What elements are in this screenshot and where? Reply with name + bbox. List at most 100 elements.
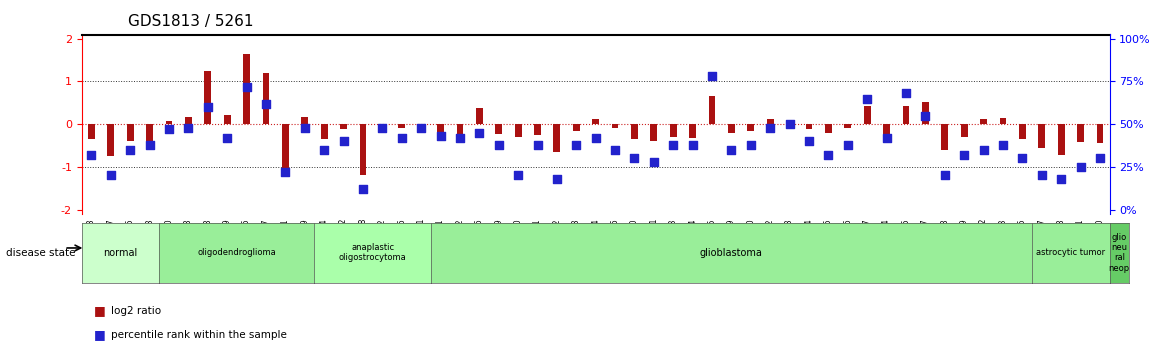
Point	[257, 101, 276, 107]
Point	[237, 84, 256, 89]
Bar	[378, 124, 385, 128]
Point	[974, 147, 993, 152]
Point	[800, 139, 819, 144]
Bar	[127, 124, 133, 141]
Point	[625, 156, 644, 161]
Bar	[475, 108, 482, 124]
Text: glio
neu
ral
neop: glio neu ral neop	[1108, 233, 1129, 273]
Point	[722, 147, 741, 152]
Bar	[1000, 118, 1007, 124]
Bar	[495, 124, 502, 134]
Bar	[980, 119, 987, 124]
Point	[586, 135, 605, 141]
Point	[160, 127, 179, 132]
Bar	[243, 54, 250, 124]
Point	[1091, 156, 1110, 161]
Bar	[592, 119, 599, 124]
Text: ■: ■	[93, 304, 105, 317]
Point	[760, 125, 779, 130]
Point	[857, 96, 876, 101]
Bar	[806, 124, 813, 129]
Bar	[398, 124, 405, 128]
Point	[451, 135, 470, 141]
Bar	[572, 124, 579, 131]
Text: disease state: disease state	[6, 248, 76, 258]
Bar	[224, 115, 230, 124]
Point	[645, 159, 663, 165]
Point	[1071, 164, 1090, 170]
Point	[489, 142, 508, 147]
Bar	[786, 121, 793, 124]
Bar	[515, 124, 521, 137]
Bar	[1038, 124, 1045, 148]
Point	[334, 139, 353, 144]
Bar	[825, 124, 832, 133]
Bar	[689, 124, 696, 138]
Point	[994, 142, 1013, 147]
Text: ■: ■	[93, 328, 105, 341]
Bar	[883, 124, 890, 135]
Point	[431, 134, 450, 139]
Bar	[321, 124, 327, 139]
Point	[916, 113, 934, 118]
Point	[140, 142, 159, 147]
Text: astrocytic tumor: astrocytic tumor	[1036, 248, 1105, 257]
Bar	[263, 73, 270, 124]
Point	[1033, 173, 1051, 178]
Point	[1013, 156, 1031, 161]
Point	[276, 169, 294, 175]
Point	[839, 142, 857, 147]
Bar	[146, 124, 153, 148]
Point	[683, 142, 702, 147]
Point	[354, 186, 373, 192]
Point	[412, 125, 431, 130]
Bar	[360, 124, 367, 176]
Point	[877, 135, 896, 141]
Bar	[88, 124, 95, 139]
Bar	[961, 124, 967, 137]
Point	[470, 130, 488, 136]
Point	[102, 173, 120, 178]
Bar	[767, 119, 773, 124]
Bar	[612, 124, 619, 128]
Bar	[107, 124, 114, 156]
Bar	[631, 124, 638, 139]
Text: oligodendroglioma: oligodendroglioma	[197, 248, 277, 257]
Point	[566, 142, 585, 147]
Bar	[1097, 124, 1104, 144]
Point	[606, 147, 625, 152]
Bar	[437, 124, 444, 141]
Bar	[670, 124, 676, 137]
Bar	[1058, 124, 1064, 155]
Point	[199, 104, 217, 110]
Point	[936, 173, 954, 178]
Bar	[554, 124, 561, 152]
Point	[1051, 176, 1070, 181]
Bar	[651, 124, 658, 141]
Point	[897, 91, 916, 96]
Bar	[281, 124, 288, 169]
Point	[780, 121, 799, 127]
Point	[373, 125, 391, 130]
Bar	[457, 124, 464, 136]
Point	[315, 147, 334, 152]
Point	[218, 135, 237, 141]
Bar	[748, 124, 755, 131]
Bar	[864, 106, 870, 124]
Bar	[941, 124, 948, 150]
Point	[954, 152, 973, 158]
Text: anaplastic
oligostrocytoma: anaplastic oligostrocytoma	[339, 243, 406, 263]
Point	[82, 152, 100, 158]
Point	[296, 125, 314, 130]
Bar	[301, 117, 308, 124]
Point	[819, 152, 837, 158]
Text: GDS1813 / 5261: GDS1813 / 5261	[128, 14, 253, 29]
Bar	[903, 106, 910, 124]
Bar	[534, 124, 541, 135]
Bar	[709, 97, 716, 124]
Bar	[728, 124, 735, 133]
Bar	[340, 124, 347, 129]
Text: glioblastoma: glioblastoma	[700, 248, 763, 258]
Text: log2 ratio: log2 ratio	[111, 306, 161, 315]
Bar	[922, 102, 929, 124]
